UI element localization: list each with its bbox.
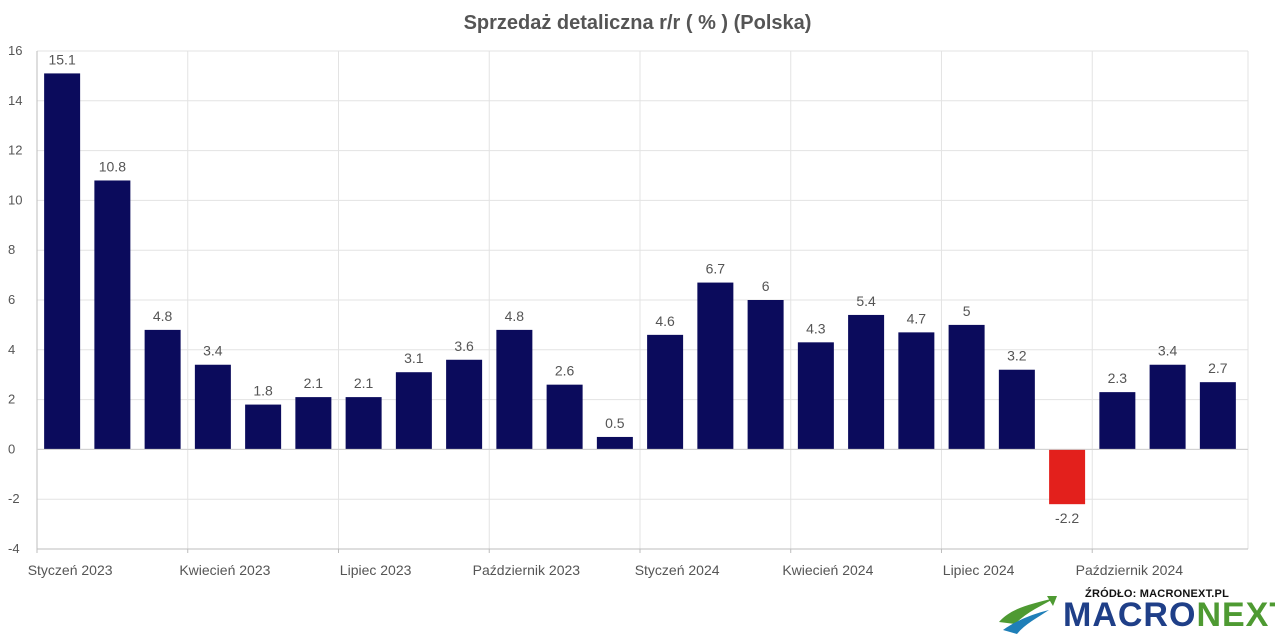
- axis-layer: -4 -2 0 2 4 6 8 10 12 14 16 Styczeń 2023 Kwiecień 20…: [8, 43, 1248, 578]
- chart-title: Sprzedaż detaliczna r/r ( % ) (Polska): [463, 12, 812, 34]
- y-tick-label: 16: [8, 43, 22, 58]
- x-tick-label: Kwiecień 2023: [179, 562, 270, 578]
- source-label: ŹRÓDŁO: MACRONEXT.PL: [1085, 588, 1229, 600]
- x-tick-label: Styczeń 2024: [635, 562, 720, 578]
- x-tick-label: Styczeń 2023: [28, 562, 113, 578]
- data-label: 4.6: [655, 313, 675, 329]
- bar: [446, 359, 483, 450]
- bar: [245, 404, 282, 450]
- bar: [647, 334, 684, 450]
- data-label: 4.8: [153, 308, 173, 324]
- y-tick-label: 4: [8, 342, 15, 357]
- brand-wordmark-part2: NEXT: [1196, 596, 1275, 634]
- data-label: 5.4: [856, 293, 876, 309]
- macronext-swoosh-icon: [999, 596, 1057, 634]
- data-label: 0.5: [605, 415, 625, 431]
- x-tick-label: Październik 2024: [1076, 562, 1184, 578]
- bar: [697, 282, 734, 450]
- y-tick-label: 12: [8, 143, 22, 158]
- data-label: 2.3: [1108, 370, 1128, 386]
- data-label: 15.1: [48, 51, 75, 67]
- data-label: 6: [762, 278, 770, 294]
- data-label: 4.8: [505, 308, 525, 324]
- y-tick-label: -2: [8, 491, 20, 506]
- x-tick-label: Kwiecień 2024: [782, 562, 873, 578]
- bar-layer: [44, 73, 1236, 505]
- data-label: 4.3: [806, 320, 826, 336]
- data-label: 1.8: [253, 383, 273, 399]
- data-label: 4.7: [907, 310, 927, 326]
- bar: [546, 384, 583, 450]
- bar: [345, 397, 382, 450]
- source-attribution: ŹRÓDŁO: MACRONEXT.PL MACRONEXT: [997, 588, 1275, 636]
- bar: [848, 314, 885, 450]
- data-label: 3.4: [203, 343, 223, 359]
- data-label: 2.1: [304, 375, 324, 391]
- bar: [94, 180, 131, 450]
- bar: [295, 397, 332, 450]
- bar: [1099, 392, 1136, 450]
- y-tick-label: 10: [8, 192, 22, 207]
- y-tick-label: 0: [8, 441, 15, 456]
- y-tick-label: 2: [8, 392, 15, 407]
- data-label: 2.6: [555, 363, 575, 379]
- bar: [1199, 382, 1236, 450]
- label-layer: 15.1 10.8 4.8 3.4 1.8 2.1 2.1 3.1 3.6 4.8 2.6 0.5 4.…: [48, 51, 1227, 526]
- data-label: 2.7: [1208, 360, 1228, 376]
- bar: [596, 436, 633, 450]
- data-label: 6.7: [706, 261, 726, 277]
- bar: [797, 342, 834, 450]
- data-label: 2.1: [354, 375, 374, 391]
- x-tick-label: Październik 2023: [473, 562, 581, 578]
- data-label: 3.2: [1007, 348, 1027, 364]
- y-tick-label: -4: [8, 541, 20, 556]
- brand-wordmark-part1: MACRO: [1063, 596, 1197, 634]
- y-tick-label: 8: [8, 242, 15, 257]
- x-tick-label: Lipiec 2024: [943, 562, 1015, 578]
- bar: [1049, 449, 1086, 505]
- bar: [194, 364, 231, 450]
- brand-wordmark: MACRONEXT: [1063, 598, 1275, 632]
- bar: [747, 300, 784, 450]
- bar: [44, 73, 81, 450]
- bar: [898, 332, 935, 450]
- data-label: 10.8: [99, 158, 126, 174]
- bar: [395, 372, 432, 450]
- y-tick-label: 14: [8, 93, 22, 108]
- y-tick-label: 6: [8, 292, 15, 307]
- bar: [144, 329, 181, 450]
- data-label: -2.2: [1055, 510, 1079, 526]
- bar: [948, 324, 985, 450]
- x-tick-label: Lipiec 2023: [340, 562, 412, 578]
- bar: [1149, 364, 1186, 450]
- bar: [496, 329, 533, 450]
- data-label: 3.4: [1158, 343, 1178, 359]
- data-label: 5: [963, 303, 971, 319]
- data-label: 3.6: [454, 338, 474, 354]
- bar: [998, 369, 1035, 450]
- data-label: 3.1: [404, 350, 424, 366]
